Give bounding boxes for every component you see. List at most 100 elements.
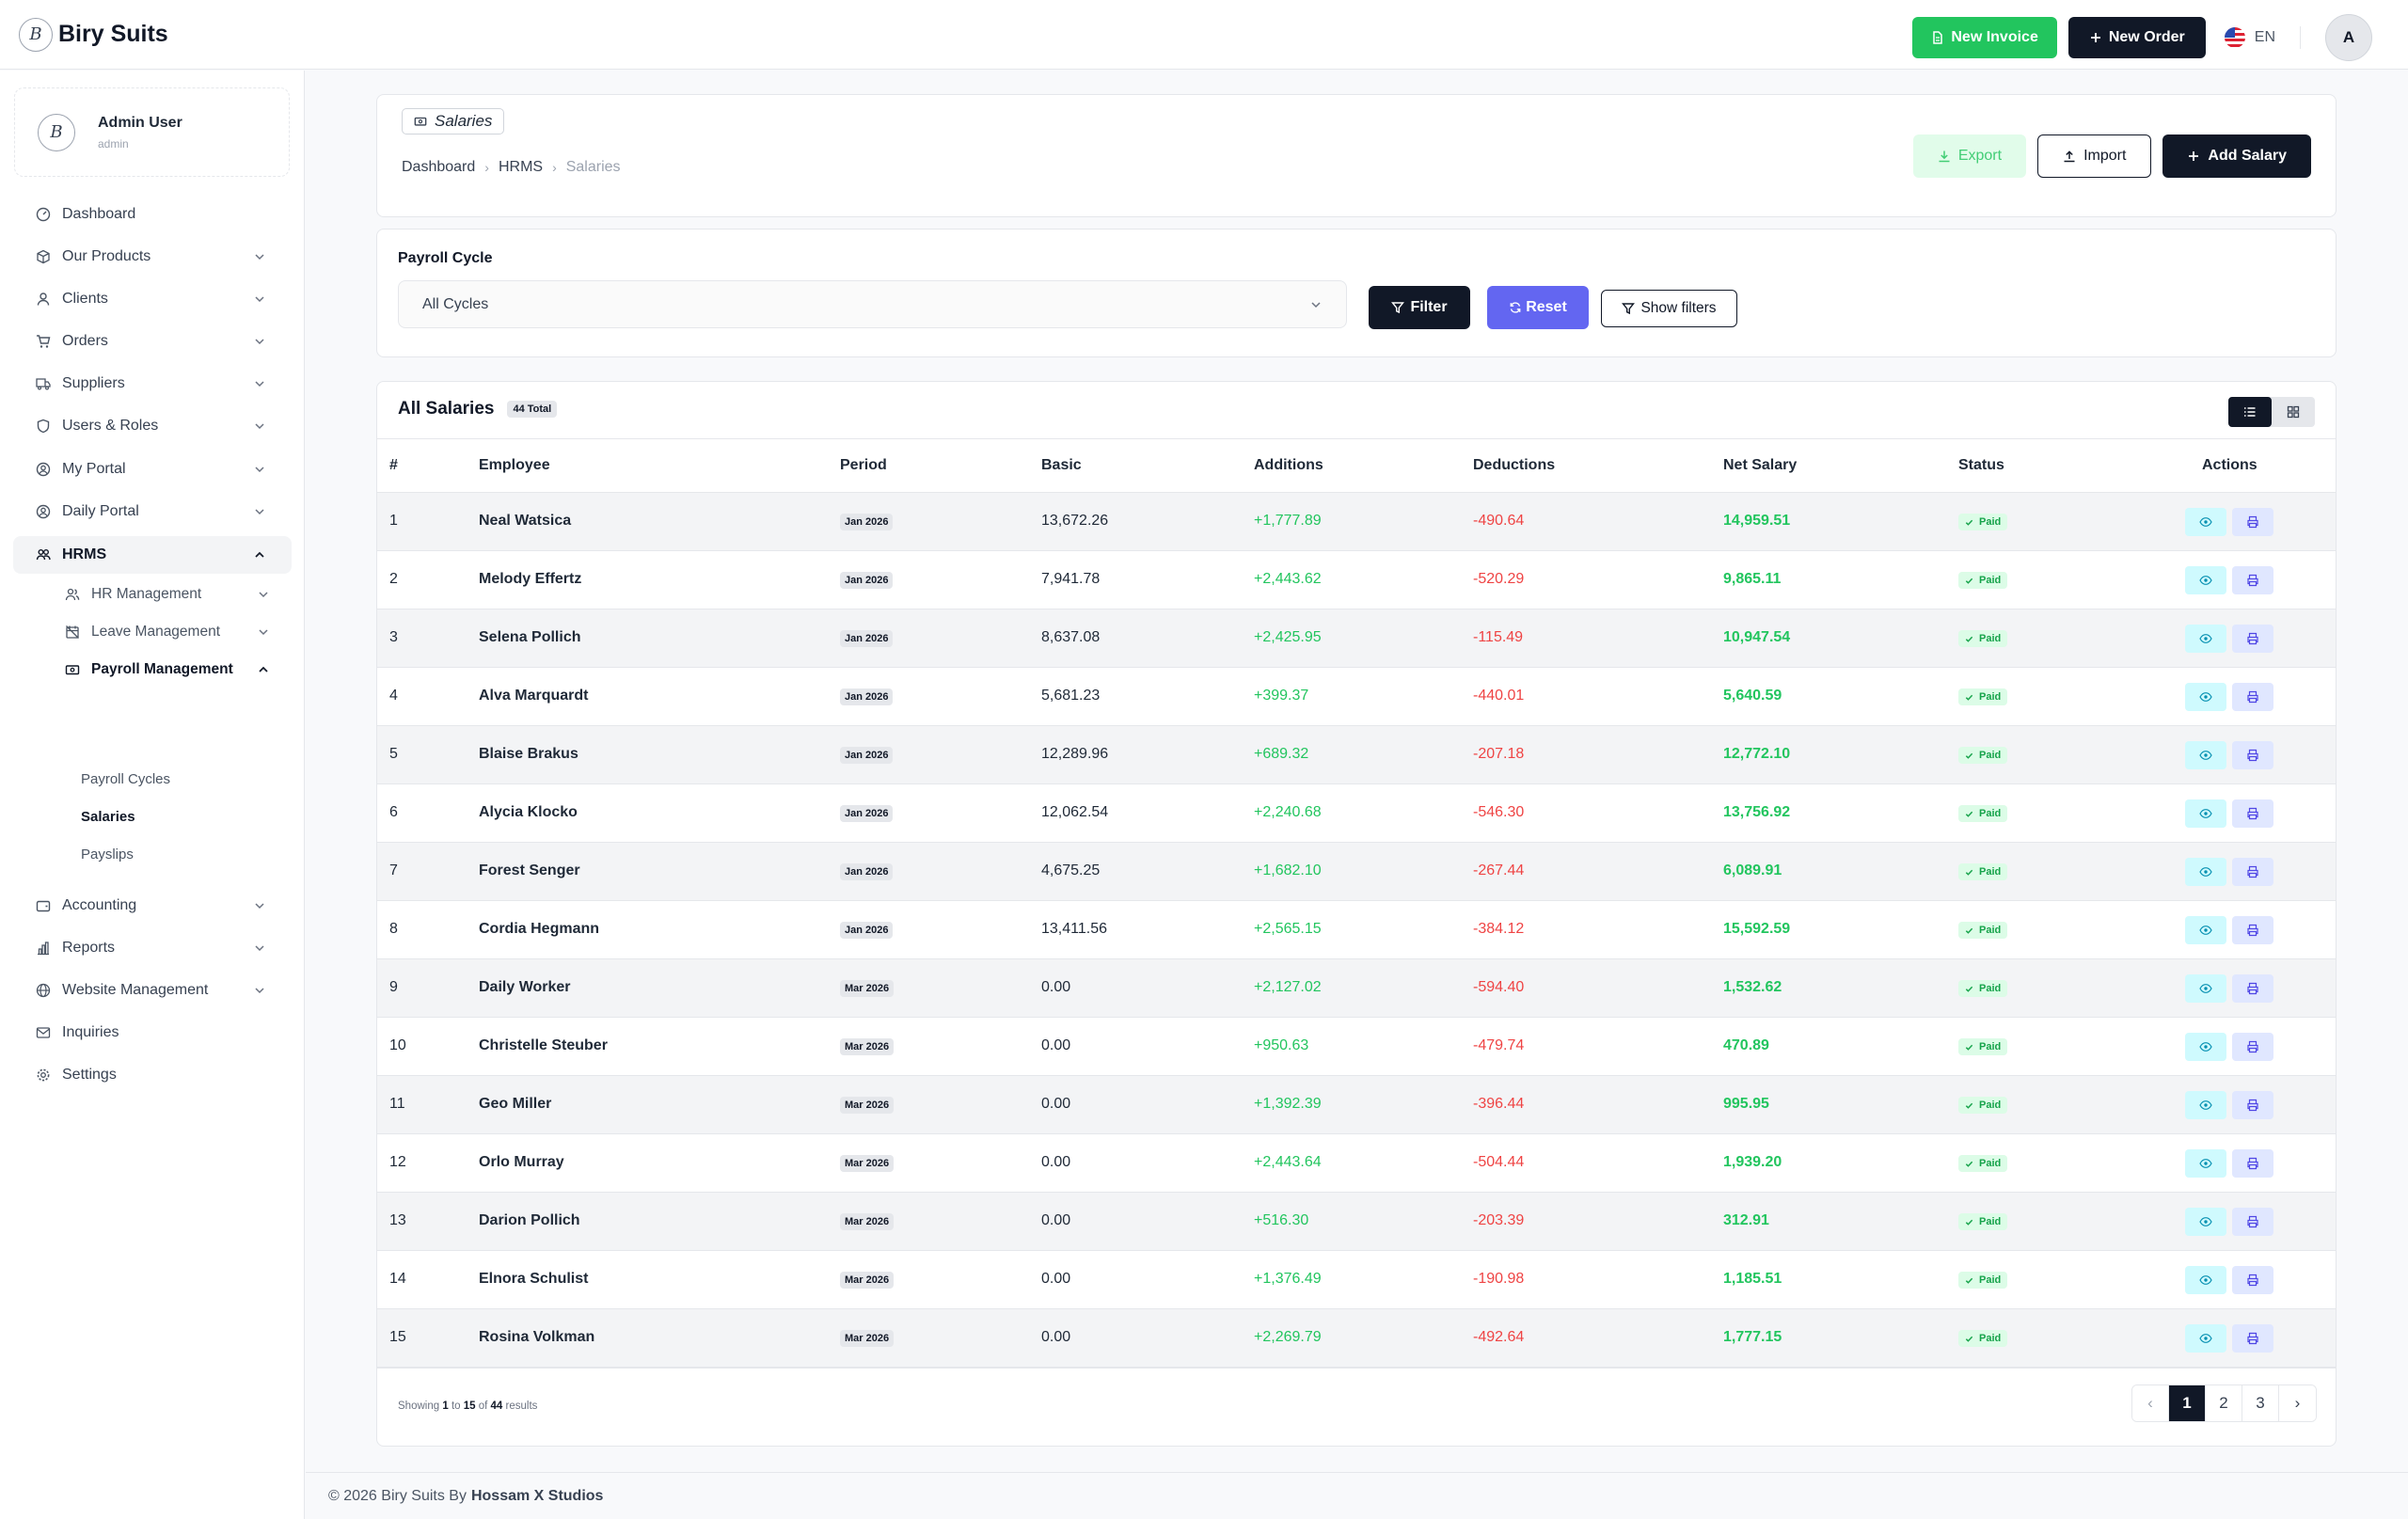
chevron-down-icon: [252, 334, 267, 349]
check-icon: [1965, 926, 1973, 935]
reset-button[interactable]: Reset: [1487, 286, 1589, 329]
view-button[interactable]: [2185, 1324, 2226, 1353]
view-button[interactable]: [2185, 974, 2226, 1003]
sidebar-item-label: Accounting: [62, 897, 137, 913]
net-salary-amount: 12,772.10: [1723, 746, 1791, 762]
gear-icon: [35, 1067, 52, 1084]
printer-icon: [2246, 690, 2259, 704]
sidebar-item-orders[interactable]: Orders: [13, 323, 292, 360]
user-card[interactable]: B Admin User admin: [14, 87, 290, 177]
new-invoice-button[interactable]: New Invoice: [1912, 17, 2057, 58]
printer-icon: [2246, 807, 2259, 820]
row-number: 12: [389, 1154, 406, 1170]
sidebar-item-my-portal[interactable]: My Portal: [13, 451, 292, 488]
employee-name: Christelle Steuber: [479, 1037, 608, 1053]
export-button[interactable]: Export: [1912, 134, 2027, 178]
view-button[interactable]: [2185, 566, 2226, 594]
filter-button[interactable]: Filter: [1369, 286, 1470, 329]
sidebar-item-dashboard[interactable]: Dashboard: [13, 196, 292, 233]
sidebar-item-website-management[interactable]: Website Management: [13, 972, 292, 1009]
sidebar-item-hrms[interactable]: HRMS: [13, 536, 292, 574]
view-button[interactable]: [2185, 916, 2226, 944]
sidebar-item-reports[interactable]: Reports: [13, 929, 292, 967]
view-button[interactable]: [2185, 1091, 2226, 1119]
brand[interactable]: B Biry Suits: [19, 17, 168, 52]
sidebar-item-leave-management[interactable]: Leave Management: [64, 617, 280, 647]
column-header: Status: [1958, 457, 2004, 473]
employee-name: Elnora Schulist: [479, 1271, 589, 1287]
sidebar-item-payroll-cycles[interactable]: Payroll Cycles: [81, 770, 171, 787]
printer-icon: [2246, 924, 2259, 937]
sidebar-item-settings[interactable]: Settings: [13, 1056, 292, 1094]
sidebar-item-daily-portal[interactable]: Daily Portal: [13, 493, 292, 530]
grid-view-button[interactable]: [2272, 397, 2315, 427]
sidebar-item-payslips[interactable]: Payslips: [81, 846, 134, 862]
view-button[interactable]: [2185, 1033, 2226, 1061]
sidebar: B Admin User admin Dashboard Our Product…: [0, 71, 305, 1519]
print-button[interactable]: [2232, 1324, 2273, 1353]
print-button[interactable]: [2232, 566, 2273, 594]
print-button[interactable]: [2232, 1266, 2273, 1294]
studio-link[interactable]: Hossam X Studios: [470, 1487, 604, 1504]
print-button[interactable]: [2232, 683, 2273, 711]
page-footer: © 2026 Biry Suits By Hossam X Studios: [306, 1472, 2408, 1519]
payroll-cycle-label: Payroll Cycle: [398, 250, 493, 266]
sidebar-item-accounting[interactable]: Accounting: [13, 887, 292, 925]
eye-icon: [2199, 982, 2212, 995]
sidebar-item-clients[interactable]: Clients: [13, 280, 292, 318]
view-button[interactable]: [2185, 683, 2226, 711]
print-button[interactable]: [2232, 1208, 2273, 1236]
breadcrumb-dashboard[interactable]: Dashboard: [402, 159, 476, 175]
view-button[interactable]: [2185, 1149, 2226, 1178]
payroll-cycle-select[interactable]: All Cycles: [398, 280, 1347, 328]
import-button[interactable]: Import: [2037, 134, 2152, 178]
view-button[interactable]: [2185, 1208, 2226, 1236]
view-button[interactable]: [2185, 1266, 2226, 1294]
printer-icon: [2246, 574, 2259, 587]
sidebar-item-inquiries[interactable]: Inquiries: [13, 1014, 292, 1052]
user-icon: [35, 291, 52, 308]
page-3-button[interactable]: 3: [2242, 1385, 2279, 1421]
bar-chart-icon: [35, 940, 52, 957]
view-button[interactable]: [2185, 625, 2226, 653]
print-button[interactable]: [2232, 858, 2273, 886]
print-button[interactable]: [2232, 1091, 2273, 1119]
print-button[interactable]: [2232, 1149, 2273, 1178]
print-button[interactable]: [2232, 974, 2273, 1003]
check-icon: [1965, 810, 1973, 818]
chevron-up-icon: [256, 662, 271, 677]
print-button[interactable]: [2232, 799, 2273, 828]
sidebar-item-suppliers[interactable]: Suppliers: [13, 365, 292, 403]
row-number: 13: [389, 1212, 406, 1228]
prev-page-button[interactable]: ‹: [2132, 1385, 2169, 1421]
print-button[interactable]: [2232, 508, 2273, 536]
language-selector[interactable]: EN: [2224, 27, 2275, 48]
sidebar-item-users-roles[interactable]: Users & Roles: [13, 407, 292, 445]
view-button[interactable]: [2185, 741, 2226, 769]
view-button[interactable]: [2185, 799, 2226, 828]
eye-icon: [2199, 1332, 2212, 1345]
add-salary-button[interactable]: Add Salary: [2162, 134, 2311, 178]
print-button[interactable]: [2232, 741, 2273, 769]
sidebar-item-hr-management[interactable]: HR Management: [64, 579, 280, 609]
print-button[interactable]: [2232, 1033, 2273, 1061]
sidebar-item-salaries[interactable]: Salaries: [81, 808, 135, 825]
print-button[interactable]: [2232, 916, 2273, 944]
new-order-button[interactable]: New Order: [2067, 17, 2206, 58]
table-title: All Salaries 44 Total: [398, 399, 558, 419]
page-2-button[interactable]: 2: [2206, 1385, 2242, 1421]
view-button[interactable]: [2185, 858, 2226, 886]
view-button[interactable]: [2185, 508, 2226, 536]
sidebar-item-our-products[interactable]: Our Products: [13, 238, 292, 276]
print-button[interactable]: [2232, 625, 2273, 653]
sidebar-item-payroll-management[interactable]: Payroll Management: [64, 655, 280, 685]
sidebar-item-label: HR Management: [91, 586, 202, 602]
page-1-button[interactable]: 1: [2169, 1385, 2206, 1421]
list-view-button[interactable]: [2228, 397, 2272, 427]
show-filters-button[interactable]: Show filters: [1601, 290, 1737, 327]
eye-icon: [2199, 1274, 2212, 1287]
user-avatar[interactable]: A: [2325, 14, 2372, 61]
next-page-button[interactable]: ›: [2279, 1385, 2316, 1421]
breadcrumb-hrms[interactable]: HRMS: [498, 159, 544, 175]
period-badge: Jan 2026: [840, 572, 894, 589]
